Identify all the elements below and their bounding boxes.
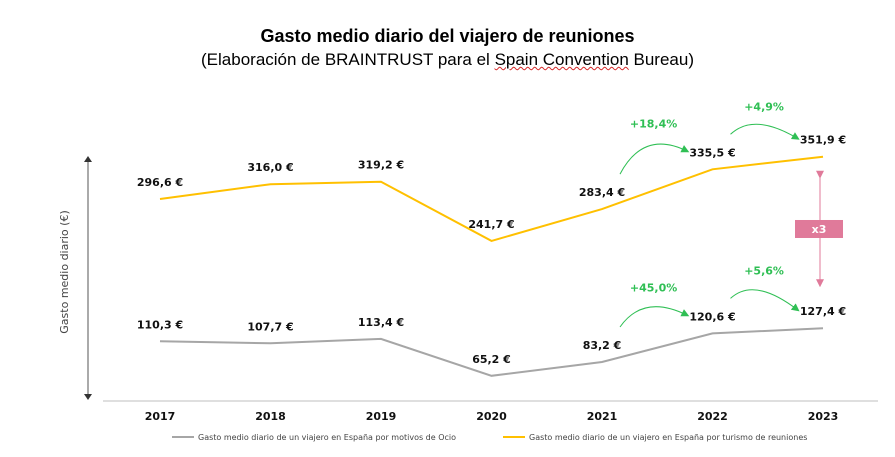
annotations-layer: +18,4% +4,9% +45,0% +5,6% x3 <box>619 100 843 328</box>
ratio-badge-label: x3 <box>812 223 827 236</box>
data-label-1-2: 319,2 € <box>358 159 404 172</box>
chart-title: Gasto medio diario del viajero de reunio… <box>260 26 635 46</box>
growth-label-2: +45,0% <box>630 281 677 294</box>
data-label-1-6: 351,9 € <box>800 134 846 147</box>
x-tick-label-2017: 2017 <box>145 410 176 423</box>
growth-arrow-3 <box>730 289 800 312</box>
legend-label-reuniones: Gasto medio diario de un viajero en Espa… <box>529 433 807 442</box>
legend: Gasto medio diario de un viajero en Espa… <box>172 433 807 442</box>
x-tick-label-2020: 2020 <box>476 410 507 423</box>
data-label-0-0: 110,3 € <box>137 318 183 331</box>
series-layer: 110,3 € 107,7 € 113,4 € 65,2 € 83,2 € 120,6 €… <box>137 134 846 377</box>
axes: Gasto medio diario (€) 2017 2018 2019 2020 2… <box>58 156 878 423</box>
y-axis-label: Gasto medio diario (€) <box>58 210 71 333</box>
growth-label-3: +5,6% <box>744 264 784 277</box>
growth-label-0: +18,4% <box>630 117 677 130</box>
growth-arrow-2 <box>619 306 690 328</box>
x-tick-label-2022: 2022 <box>697 410 728 423</box>
subtitle-text-start: (Elaboración de BRAINTRUST para el <box>201 50 495 69</box>
ratio-badge <box>795 219 843 238</box>
data-label-0-3: 65,2 € <box>472 353 511 366</box>
x-tick-label-2021: 2021 <box>587 410 618 423</box>
y-axis-arrow-top <box>84 156 92 162</box>
subtitle-underlined-text: Spain Convention <box>494 50 629 69</box>
growth-arrow-1 <box>730 123 800 140</box>
series-line-0 <box>159 327 824 377</box>
data-label-0-1: 107,7 € <box>247 320 293 333</box>
data-label-0-4: 83,2 € <box>583 339 622 352</box>
data-label-1-4: 283,4 € <box>579 186 625 199</box>
data-label-1-1: 316,0 € <box>247 161 293 174</box>
chart-subtitle: (Elaboración de BRAINTRUST para el Spain… <box>0 50 895 70</box>
data-label-1-3: 241,7 € <box>468 218 514 231</box>
data-label-0-2: 113,4 € <box>358 316 404 329</box>
growth-label-1: +4,9% <box>744 100 784 113</box>
data-label-1-0: 296,6 € <box>137 176 183 189</box>
data-label-0-5: 120,6 € <box>689 310 735 323</box>
growth-arrow-0 <box>619 143 690 175</box>
legend-label-ocio: Gasto medio diario de un viajero en Espa… <box>198 433 456 442</box>
x-tick-label-2023: 2023 <box>808 410 839 423</box>
y-axis-arrow-bottom <box>84 394 92 400</box>
x-tick-label-2018: 2018 <box>255 410 286 423</box>
data-label-0-6: 127,4 € <box>800 305 846 318</box>
data-label-1-5: 335,5 € <box>689 146 735 159</box>
series-line-1 <box>159 155 824 242</box>
x-tick-label-2019: 2019 <box>366 410 397 423</box>
subtitle-text-end: Bureau) <box>628 50 694 69</box>
